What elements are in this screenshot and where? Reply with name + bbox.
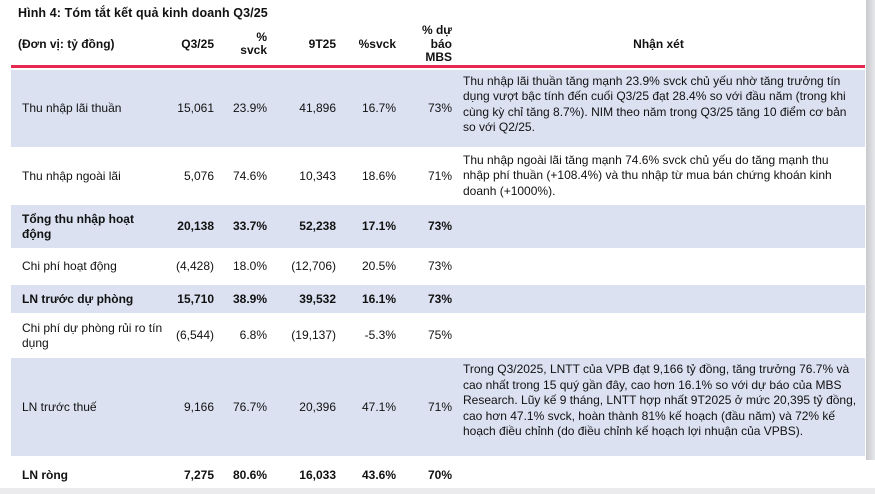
value-q3: 9,166 bbox=[183, 399, 214, 414]
value-svck-9t25: 43.6% bbox=[361, 467, 396, 482]
value-svck-9t25: 47.1% bbox=[361, 399, 396, 414]
row-comment: Thu nhập lãi thuần tăng mạnh 23.9% svck … bbox=[463, 73, 847, 135]
value-q3: 15,710 bbox=[177, 291, 214, 306]
value-q3: 7,275 bbox=[183, 467, 214, 482]
value-9t25: 20,396 bbox=[299, 399, 336, 414]
row-label: Tổng thu nhập hoạt động bbox=[22, 212, 134, 241]
table-row: Tổng thu nhập hoạt động 20,138 33.7% 52,… bbox=[11, 203, 865, 250]
value-q3: (6,544) bbox=[175, 328, 214, 343]
value-svck-q3: 80.6% bbox=[232, 467, 267, 482]
page-bottom-edge-shadow bbox=[0, 488, 875, 494]
value-9t25: (12,706) bbox=[291, 259, 336, 274]
value-forecast-pct: 70% bbox=[427, 467, 452, 482]
table-row: Chi phí hoạt động (4,428) 18.0% (12,706)… bbox=[11, 250, 865, 283]
page-right-edge-shadow bbox=[866, 0, 875, 460]
value-svck-9t25: 20.5% bbox=[361, 259, 396, 274]
value-svck-q3: 6.8% bbox=[239, 328, 267, 343]
value-forecast-pct: 75% bbox=[427, 328, 452, 343]
value-forecast-pct: 73% bbox=[427, 100, 452, 115]
value-svck-9t25: 18.6% bbox=[361, 168, 396, 183]
col-header-q3-25: Q3/25 bbox=[181, 36, 214, 51]
value-forecast-pct: 73% bbox=[427, 219, 452, 234]
row-label: Chi phí hoạt động bbox=[22, 259, 117, 274]
value-9t25: 10,343 bbox=[299, 168, 336, 183]
value-q3: (4,428) bbox=[175, 259, 214, 274]
value-forecast-pct: 73% bbox=[427, 259, 452, 274]
value-9t25: (19,137) bbox=[291, 328, 336, 343]
col-header-9t25: 9T25 bbox=[308, 36, 336, 51]
value-q3: 20,138 bbox=[177, 219, 214, 234]
table-row: Thu nhập ngoài lãi 5,076 74.6% 10,343 18… bbox=[11, 149, 865, 204]
col-header-svck-9t: %svck bbox=[358, 36, 396, 51]
value-9t25: 41,896 bbox=[299, 100, 336, 115]
value-svck-q3: 23.9% bbox=[232, 100, 267, 115]
row-comment: Thu nhập ngoài lãi tăng mạnh 74.6% svck … bbox=[463, 152, 832, 198]
table-header-row: (Đơn vị: tỷ đồng) Q3/25 % svck 9T25 %svc… bbox=[11, 23, 865, 65]
table-row: LN trước dự phòng 15,710 38.9% 39,532 16… bbox=[11, 283, 865, 315]
col-header-forecast-mbs: % dự báo MBS bbox=[421, 23, 452, 64]
row-comment bbox=[452, 285, 865, 313]
value-9t25: 52,238 bbox=[299, 219, 336, 234]
row-label: Thu nhập lãi thuần bbox=[22, 100, 122, 115]
table-row: Thu nhập lãi thuần 15,061 23.9% 41,896 1… bbox=[11, 67, 865, 149]
row-comment: Trong Q3/2025, LNTT của VPB đạt 9,166 tỷ… bbox=[463, 362, 857, 438]
figure-title: Hình 4: Tóm tắt kết quả kinh doanh Q3/25 bbox=[18, 6, 268, 20]
value-svck-9t25: 16.1% bbox=[361, 291, 396, 306]
row-comment bbox=[452, 315, 865, 356]
row-comment bbox=[452, 250, 865, 283]
col-header-unit: (Đơn vị: tỷ đồng) bbox=[18, 36, 115, 51]
row-comment bbox=[452, 205, 865, 248]
value-9t25: 16,033 bbox=[299, 467, 336, 482]
value-svck-q3: 38.9% bbox=[232, 291, 267, 306]
table-row: Chi phí dự phòng rủi ro tín dụng (6,544)… bbox=[11, 315, 865, 356]
col-header-comment: Nhận xét bbox=[633, 36, 684, 51]
value-svck-q3: 74.6% bbox=[232, 168, 267, 183]
value-q3: 5,076 bbox=[183, 168, 214, 183]
value-q3: 15,061 bbox=[177, 100, 214, 115]
value-svck-9t25: -5.3% bbox=[364, 328, 396, 343]
value-9t25: 39,532 bbox=[299, 291, 336, 306]
header-accent-rule bbox=[11, 64, 865, 68]
value-forecast-pct: 73% bbox=[427, 291, 452, 306]
row-label: LN trước thuế bbox=[22, 399, 97, 414]
value-svck-q3: 18.0% bbox=[232, 259, 267, 274]
table-row: LN trước thuế 9,166 76.7% 20,396 47.1% 7… bbox=[11, 356, 865, 458]
value-forecast-pct: 71% bbox=[427, 399, 452, 414]
row-comment bbox=[452, 458, 865, 492]
row-label: Chi phí dự phòng rủi ro tín dụng bbox=[22, 321, 163, 350]
row-label: Thu nhập ngoài lãi bbox=[22, 168, 121, 183]
table-row: LN ròng 7,275 80.6% 16,033 43.6% 70% bbox=[11, 458, 865, 492]
value-svck-9t25: 16.7% bbox=[361, 100, 396, 115]
col-header-svck-q3: % svck bbox=[240, 29, 267, 58]
value-forecast-pct: 71% bbox=[427, 168, 452, 183]
value-svck-q3: 33.7% bbox=[232, 219, 267, 234]
value-svck-9t25: 17.1% bbox=[361, 219, 396, 234]
row-label: LN ròng bbox=[22, 467, 68, 482]
value-svck-q3: 76.7% bbox=[232, 399, 267, 414]
row-label: LN trước dự phòng bbox=[22, 291, 134, 306]
